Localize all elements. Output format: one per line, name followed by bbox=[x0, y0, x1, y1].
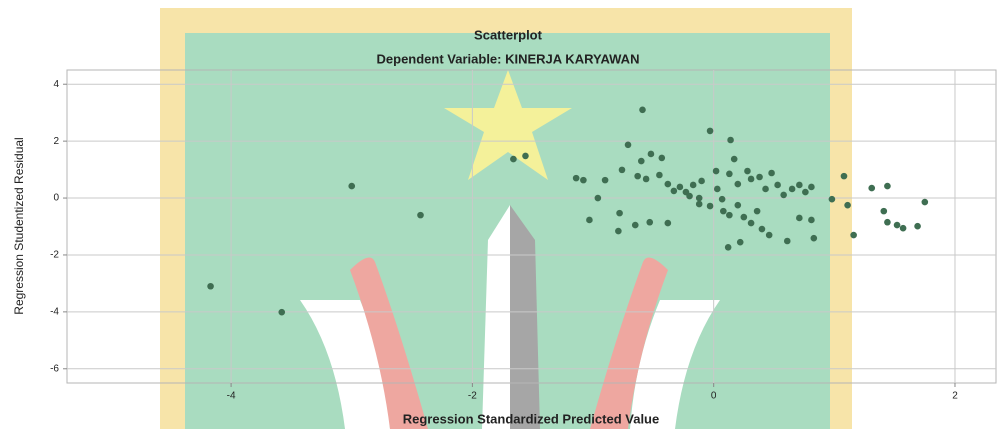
scatter-point bbox=[639, 107, 646, 114]
y-tick-label: 0 bbox=[53, 193, 59, 204]
scatter-point bbox=[880, 208, 887, 215]
scatter-point bbox=[744, 168, 751, 175]
scatter-point bbox=[789, 186, 796, 193]
scatter-point bbox=[726, 212, 733, 219]
scatter-point bbox=[638, 158, 645, 165]
scatter-point bbox=[625, 142, 632, 149]
scatter-point bbox=[802, 189, 809, 196]
y-tick-label: -4 bbox=[50, 307, 59, 318]
scatter-point bbox=[686, 193, 693, 200]
scatter-point bbox=[748, 220, 755, 227]
scatter-point bbox=[278, 309, 285, 316]
scatter-point bbox=[808, 184, 815, 191]
scatter-point bbox=[643, 176, 650, 183]
scatter-point bbox=[884, 183, 891, 190]
scatter-point bbox=[719, 196, 726, 203]
scatter-point bbox=[774, 182, 781, 189]
scatter-point bbox=[656, 172, 663, 179]
watermark-logo bbox=[160, 8, 852, 429]
scatter-point bbox=[766, 232, 773, 239]
scatter-point bbox=[762, 186, 769, 193]
scatter-point bbox=[698, 178, 705, 185]
scatter-point bbox=[632, 222, 639, 229]
scatter-point bbox=[841, 173, 848, 180]
scatter-point bbox=[894, 222, 901, 229]
scatter-point bbox=[671, 188, 678, 195]
scatter-point bbox=[714, 186, 721, 193]
y-tick-label: -2 bbox=[50, 250, 59, 261]
scatter-point bbox=[690, 182, 697, 189]
scatter-point bbox=[648, 151, 655, 158]
scatter-point bbox=[207, 283, 214, 290]
scatter-point bbox=[844, 202, 851, 209]
scatter-point bbox=[586, 217, 593, 224]
scatter-point bbox=[796, 215, 803, 222]
scatter-point bbox=[725, 244, 732, 251]
scatter-point bbox=[768, 170, 775, 177]
scatter-point bbox=[665, 181, 672, 188]
scatter-point bbox=[677, 184, 684, 191]
chart-subtitle: Dependent Variable: KINERJA KARYAWAN bbox=[377, 51, 640, 66]
scatter-point bbox=[726, 171, 733, 178]
scatter-point bbox=[748, 176, 755, 183]
scatter-point bbox=[707, 203, 714, 210]
scatter-point bbox=[510, 156, 517, 163]
scatter-point bbox=[914, 223, 921, 230]
scatter-point bbox=[884, 219, 891, 226]
scatter-point bbox=[922, 199, 929, 206]
scatter-point bbox=[737, 239, 744, 246]
scatter-point bbox=[868, 185, 875, 192]
page: {"chart_data": {"type": "scatter", "titl… bbox=[0, 0, 997, 429]
scatter-point bbox=[784, 238, 791, 245]
scatter-point bbox=[580, 177, 587, 184]
y-tick-label: -6 bbox=[50, 363, 59, 374]
scatter-point bbox=[731, 156, 738, 163]
scatter-point bbox=[615, 228, 622, 235]
x-tick-label: 2 bbox=[952, 391, 958, 402]
y-tick-label: 4 bbox=[53, 79, 59, 90]
scatter-point bbox=[619, 167, 626, 174]
scatter-point bbox=[756, 174, 763, 181]
scatter-point bbox=[754, 208, 761, 215]
scatter-point bbox=[735, 202, 742, 209]
y-axis-label: Regression Studentized Residual bbox=[12, 137, 26, 314]
scatter-point bbox=[616, 210, 623, 217]
scatter-point bbox=[707, 128, 714, 135]
scatter-point bbox=[573, 175, 580, 182]
scatter-point bbox=[829, 196, 836, 203]
scatter-point bbox=[796, 182, 803, 189]
chart: Scatterplot Dependent Variable: KINERJA … bbox=[0, 0, 997, 429]
scatter-point bbox=[720, 208, 727, 215]
scatter-point bbox=[665, 220, 672, 227]
x-tick-label: 0 bbox=[711, 391, 717, 402]
scatter-point bbox=[348, 183, 355, 190]
scatter-point bbox=[850, 232, 857, 239]
scatter-point bbox=[696, 201, 703, 208]
scatter-point bbox=[811, 235, 818, 242]
scatter-point bbox=[417, 212, 424, 219]
scatter-point bbox=[602, 177, 609, 184]
scatter-point bbox=[522, 153, 529, 160]
scatter-point bbox=[646, 219, 653, 226]
x-tick-label: -4 bbox=[227, 391, 236, 402]
scatter-point bbox=[900, 225, 907, 232]
x-tick-label: -2 bbox=[468, 391, 477, 402]
scatter-point bbox=[659, 155, 666, 162]
scatter-point bbox=[634, 173, 641, 180]
chart-title: Scatterplot bbox=[474, 27, 543, 42]
scatter-point bbox=[696, 195, 703, 202]
y-tick-label: 2 bbox=[53, 136, 59, 147]
scatter-point bbox=[713, 168, 720, 175]
scatter-point bbox=[727, 137, 734, 144]
scatter-point bbox=[759, 226, 766, 233]
scatter-point bbox=[741, 214, 748, 221]
scatter-point bbox=[780, 192, 787, 199]
scatter-point bbox=[735, 181, 742, 188]
scatter-point bbox=[808, 217, 815, 224]
x-axis-label: Regression Standardized Predicted Value bbox=[403, 411, 659, 426]
scatter-point bbox=[595, 195, 602, 202]
